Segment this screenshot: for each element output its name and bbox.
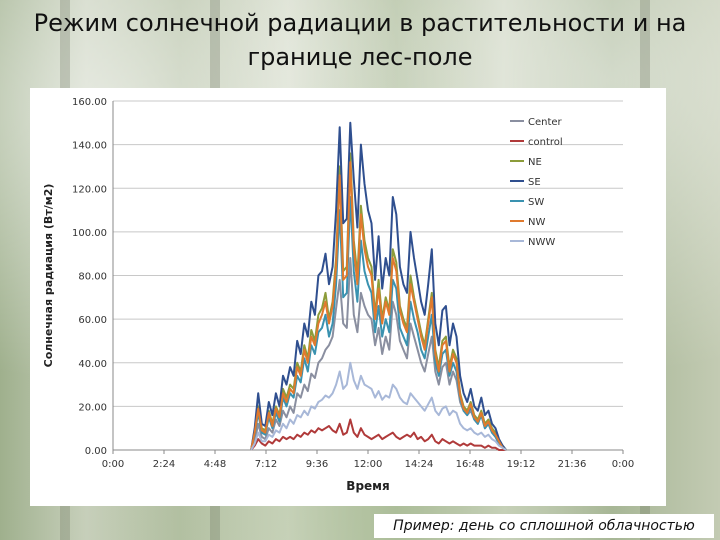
slide-title: Режим солнечной радиации в растительност… — [33, 9, 687, 71]
series-line-sw — [250, 196, 507, 451]
x-tick-label: 0:00 — [102, 459, 124, 470]
series-line-nw — [250, 161, 507, 451]
series-line-control — [250, 418, 507, 451]
legend-label: control — [528, 137, 563, 148]
x-tick-label: 9:36 — [306, 459, 328, 470]
x-tick-label: 4:48 — [204, 459, 226, 470]
legend-label: NE — [528, 157, 542, 168]
y-tick-label: 140.00 — [72, 141, 107, 152]
series-line-nww — [250, 361, 507, 451]
y-tick-label: 160.00 — [72, 97, 107, 108]
y-axis-label: Солнечная радиация (Вт/м2) — [42, 184, 55, 368]
y-tick-label: 0.00 — [85, 446, 107, 457]
x-tick-label: 19:12 — [507, 459, 536, 470]
legend-label: SE — [528, 177, 541, 188]
x-tick-label: 2:24 — [153, 459, 175, 470]
x-tick-label: 14:24 — [405, 459, 434, 470]
legend-label: Center — [528, 117, 563, 128]
x-tick-label: 12:00 — [354, 459, 383, 470]
y-tick-label: 80.00 — [78, 272, 107, 283]
y-tick-label: 20.00 — [78, 402, 107, 413]
y-tick-label: 40.00 — [78, 359, 107, 370]
x-tick-label: 0:00 — [612, 459, 634, 470]
series-line-ne — [250, 152, 507, 451]
legend-label: SW — [528, 197, 544, 208]
legend-label: NW — [528, 217, 545, 228]
y-tick-label: 100.00 — [72, 228, 107, 239]
chart-caption: Пример: день со сплошной облачностью — [374, 514, 714, 538]
y-tick-label: 60.00 — [78, 315, 107, 326]
x-tick-label: 16:48 — [456, 459, 485, 470]
y-tick-label: 120.00 — [72, 184, 107, 195]
x-axis-label: Время — [346, 479, 389, 493]
chart-svg: 0.00 20.00 40.00 60.00 80.00 100.00 120.00 140.… — [42, 97, 634, 493]
x-tick-label: 7:12 — [255, 459, 277, 470]
series-line-se — [250, 121, 507, 451]
x-tick-label: 21:36 — [558, 459, 587, 470]
legend-label: NWW — [528, 237, 555, 248]
chart-panel: 0.00 20.00 40.00 60.00 80.00 100.00 120.00 140.… — [30, 88, 666, 506]
